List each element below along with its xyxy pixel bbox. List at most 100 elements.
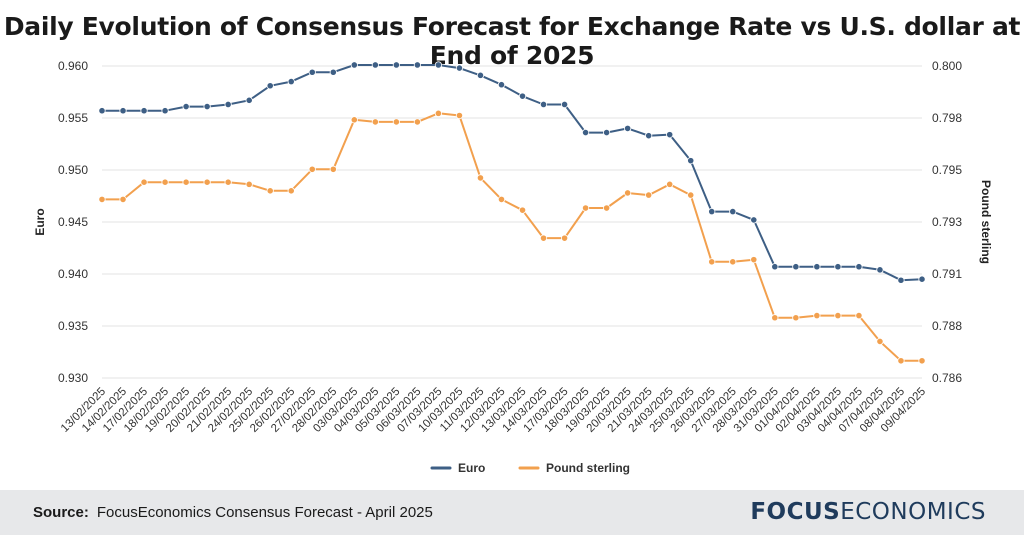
y-left-tick-label: 0.935 [58, 319, 88, 333]
data-point-pound [750, 256, 758, 264]
data-point-pound [203, 178, 211, 186]
data-point-pound [876, 337, 884, 346]
data-point-pound [560, 234, 569, 242]
data-point-pound [539, 234, 548, 242]
data-point-euro [413, 61, 421, 69]
data-point-euro [750, 216, 758, 224]
data-point-pound [687, 191, 695, 199]
logo-economics: ECONOMICS [840, 499, 986, 525]
data-point-pound [771, 314, 779, 322]
data-point-euro [182, 102, 190, 111]
data-point-euro [645, 132, 653, 140]
data-point-pound [645, 191, 653, 199]
data-point-pound [855, 311, 863, 320]
data-point-euro [392, 61, 400, 69]
source-text: FocusEconomics Consensus Forecast - Apri… [96, 504, 433, 521]
data-point-euro [834, 263, 842, 271]
line-chart: 0.960 0.955 0.950 0.945 0.940 0.935 0.930 0.800… [33, 59, 993, 475]
data-point-pound [224, 178, 232, 186]
chart-title: Daily Evolution of Consensus Forecast fo… [3, 12, 1021, 70]
data-point-pound [708, 258, 716, 266]
data-point-euro [603, 128, 611, 137]
data-point-pound [792, 314, 800, 322]
source-label: Source: [33, 504, 89, 521]
data-point-euro [119, 107, 127, 115]
data-point-pound [897, 357, 905, 365]
series-line-pound [102, 112, 922, 362]
data-point-pound [329, 165, 337, 173]
data-point-euro [308, 68, 316, 76]
logo-focus: FOCUS [750, 499, 841, 525]
data-point-euro [266, 82, 274, 90]
data-point-euro [140, 107, 148, 115]
data-point-euro [855, 263, 863, 271]
data-point-euro [203, 102, 211, 111]
data-point-pound [266, 187, 274, 195]
y-right-tick-label: 0.791 [932, 267, 962, 281]
y-left-tick-label: 0.930 [58, 371, 88, 385]
data-point-pound [497, 195, 506, 204]
brand-logo: FOCUSECONOMICS [750, 499, 986, 525]
data-point-pound [371, 118, 379, 126]
data-point-pound [834, 311, 842, 320]
data-point-euro [455, 64, 464, 72]
legend-label-pound: Pound sterling [546, 461, 630, 475]
data-point-pound [119, 195, 127, 204]
series-line-euro [102, 64, 923, 282]
data-point-euro [476, 71, 485, 79]
data-point-euro [518, 92, 527, 100]
data-point-euro [687, 157, 695, 165]
y-left-tick-label: 0.945 [58, 215, 88, 229]
data-point-euro [813, 263, 821, 271]
y-right-tick-label: 0.800 [932, 59, 962, 73]
y-left-tick-label: 0.950 [58, 163, 88, 177]
data-point-pound [350, 116, 358, 124]
data-point-euro [497, 81, 506, 89]
y-right-axis-label: Pound sterling [979, 180, 993, 264]
data-point-euro [287, 78, 295, 86]
data-point-pound [729, 258, 737, 266]
data-point-euro [918, 275, 926, 283]
y-right-tick-label: 0.798 [932, 111, 962, 125]
data-point-pound [666, 180, 674, 188]
data-point-euro [98, 107, 106, 115]
data-point-pound [413, 118, 421, 126]
data-point-euro [792, 263, 800, 271]
data-point-pound [98, 195, 106, 204]
data-point-pound [581, 204, 590, 212]
data-point-pound [245, 180, 253, 188]
data-point-pound [392, 118, 400, 126]
data-point-euro [434, 61, 443, 69]
data-point-euro [771, 263, 779, 271]
data-point-pound [624, 189, 632, 197]
data-point-euro [539, 100, 548, 109]
y-right-tick-label: 0.786 [932, 371, 962, 385]
data-point-euro [876, 266, 884, 274]
data-point-pound [918, 357, 926, 365]
data-point-euro [708, 208, 716, 216]
data-point-euro [624, 124, 632, 132]
y-left-tick-label: 0.960 [58, 59, 88, 73]
source-note: Source: FocusEconomics Consensus Forecast… [33, 504, 433, 521]
data-point-euro [729, 208, 737, 216]
data-point-euro [581, 128, 590, 137]
data-point-euro [897, 276, 905, 284]
data-point-pound [603, 204, 611, 212]
data-point-pound [161, 178, 169, 186]
data-point-euro [224, 100, 232, 109]
y-left-axis-label: Euro [33, 208, 47, 235]
data-point-euro [161, 107, 169, 115]
data-point-euro [371, 61, 379, 69]
data-point-euro [560, 100, 569, 109]
y-right-tick-label: 0.793 [932, 215, 962, 229]
data-point-pound [287, 187, 295, 195]
y-left-tick-label: 0.940 [58, 267, 88, 281]
data-point-pound [308, 165, 316, 173]
footer: Source: FocusEconomics Consensus Forecast… [0, 490, 1024, 535]
data-point-pound [434, 109, 443, 117]
data-point-pound [476, 174, 485, 182]
data-point-euro [350, 61, 358, 69]
data-point-euro [666, 131, 674, 139]
data-point-euro [329, 68, 337, 76]
data-point-pound [140, 178, 148, 186]
